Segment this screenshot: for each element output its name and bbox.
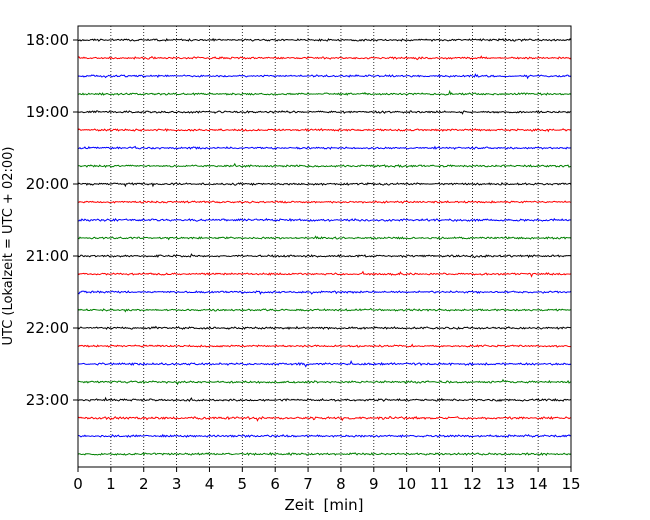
x-tick-label: 14 [529,475,548,493]
trace-2215 [77,343,572,348]
trace-1900 [77,110,572,115]
trace-2100 [77,253,572,259]
y-tick-label: 20:00 [26,175,69,193]
grid-lines [110,26,539,467]
x-tick-label: 11 [430,475,449,493]
y-tick-label: 21:00 [26,247,69,265]
trace-2030 [77,217,572,222]
trace-2145 [77,307,572,313]
x-tick-label: 7 [303,475,313,493]
x-axis-ticks: 0 1 2 3 4 5 6 7 8 9 10 11 12 13 14 15 [73,467,581,493]
trace-2345 [77,451,572,457]
x-tick-label: 8 [336,475,346,493]
x-tick-label: 0 [73,475,83,493]
trace-2230 [77,360,572,368]
x-tick-label: 2 [139,475,149,493]
x-tick-label: 12 [463,475,482,493]
trace-2000 [77,182,572,188]
x-tick-label: 13 [496,475,515,493]
y-tick-label: 18:00 [26,31,69,49]
x-tick-label: 3 [172,475,182,493]
trace-2300 [77,396,572,402]
y-axis-label: UTC (Lokalzeit = UTC + 02:00) [1,147,16,346]
y-tick-label: 19:00 [26,103,69,121]
y-tick-label: 23:00 [26,391,69,409]
x-tick-label: 10 [397,475,416,493]
trace-2115 [77,270,572,278]
trace-1800 [77,37,572,43]
x-axis-label: Zeit [min] [284,496,363,514]
x-tick-label: 6 [270,475,280,493]
y-axis-ticks: 18:00 19:00 20:00 21:00 22:00 23:00 [26,31,78,409]
trace-2330 [77,433,572,439]
trace-1830 [77,73,572,80]
x-tick-label: 1 [106,475,116,493]
plot-frame [77,25,572,468]
trace-1930 [77,145,572,150]
trace-1915 [77,128,572,133]
y-tick-label: 22:00 [26,319,69,337]
x-tick-label: 4 [205,475,215,493]
x-tick-label: 9 [369,475,379,493]
trace-2315 [77,415,572,422]
x-tick-label: 5 [238,475,248,493]
trace-2245 [77,378,572,386]
trace-1815 [77,55,572,61]
x-tick-label: 15 [561,475,580,493]
trace-1845 [77,89,572,96]
trace-1945 [77,162,572,169]
trace-2130 [77,290,572,295]
seismic-traces [77,37,572,457]
trace-2200 [77,325,571,331]
trace-2015 [77,200,572,204]
trace-2045 [77,235,572,241]
